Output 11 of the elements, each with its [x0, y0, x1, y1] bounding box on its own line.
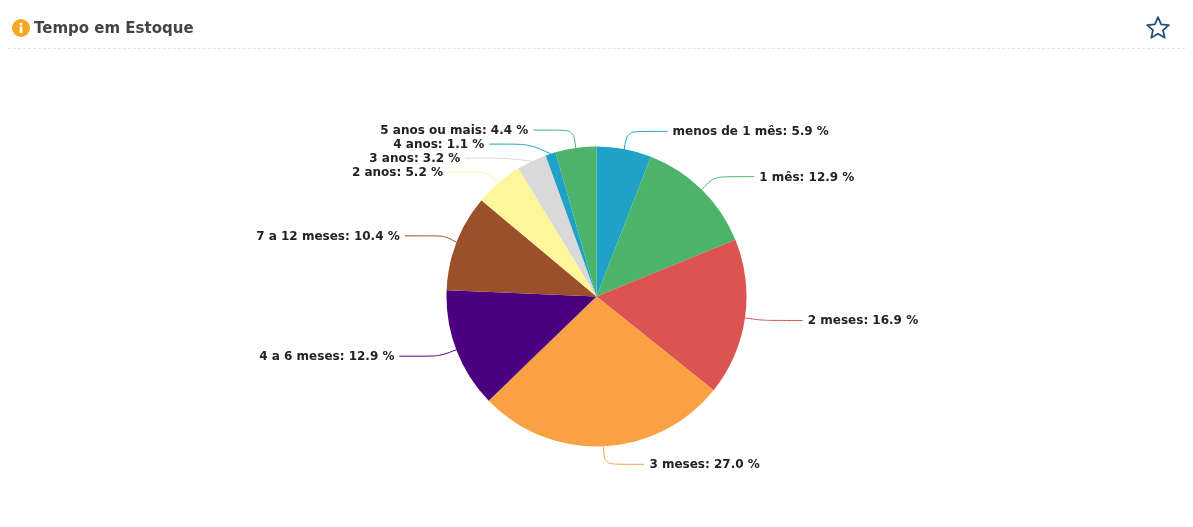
slice-label: menos de 1 mês: 5.9 % [672, 124, 829, 139]
slice-label: 4 anos: 1.1 % [393, 137, 485, 152]
text: Tempo em Estoque [34, 19, 194, 37]
slice-label: 3 meses: 27.0 % [649, 457, 760, 472]
slice-label: 7 a 12 meses: 10.4 % [256, 228, 400, 243]
slice-label: 4 a 6 meses: 12.9 % [259, 349, 395, 364]
slice-label: 2 anos: 5.2 % [351, 165, 443, 180]
slice-label: 2 meses: 16.9 % [807, 313, 919, 328]
slice-label: 5 anos ou mais: 4.4 % [380, 123, 529, 138]
slice-label: 3 anos: 3.2 % [369, 151, 461, 166]
slice-label: 1 mês: 12.9 % [759, 169, 855, 184]
